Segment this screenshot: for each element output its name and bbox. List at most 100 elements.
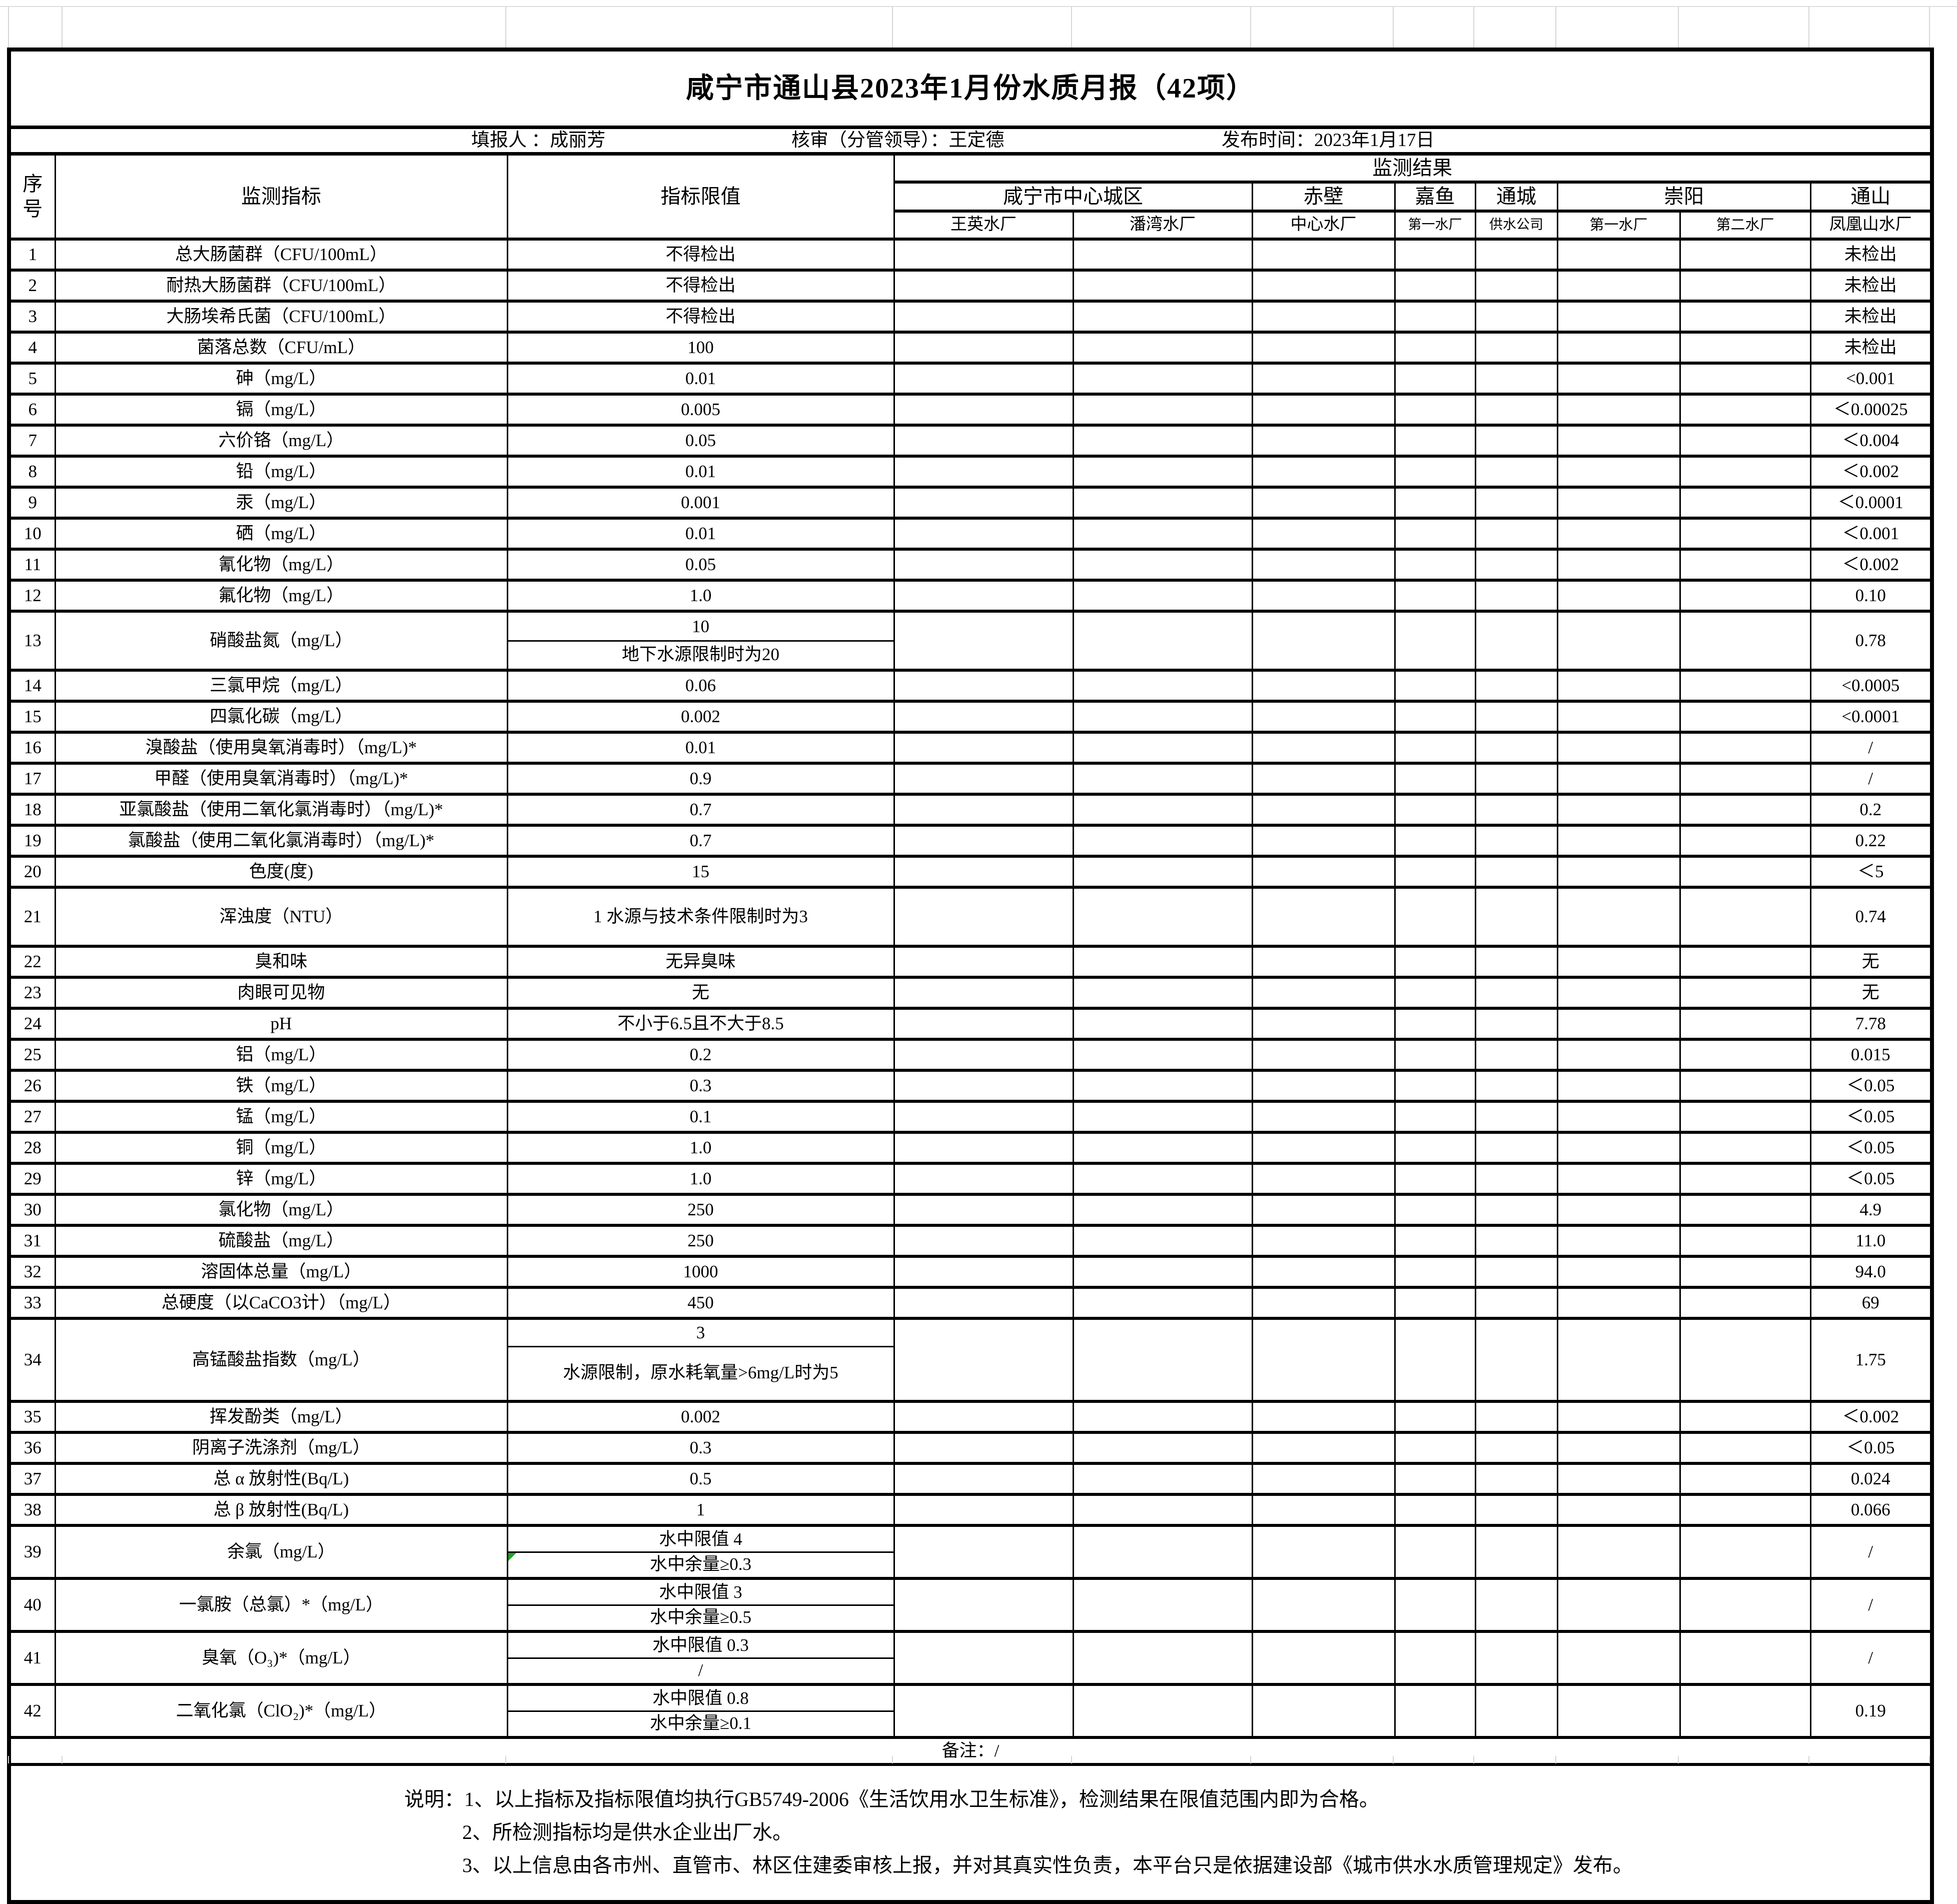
excel-gridlines-bottom: [0, 1756, 1957, 1763]
result-cell-empty: [1679, 1069, 1811, 1103]
result-cell-empty: [1474, 300, 1558, 334]
result-cell-empty: [1251, 331, 1396, 365]
indicator-name: 硫酸盐（mg/L）: [54, 1224, 508, 1258]
result-cell-empty: [1394, 455, 1476, 489]
result-cell-empty: [1556, 1038, 1681, 1072]
limit-cell: 0.7: [506, 824, 895, 858]
row-number: 6: [8, 393, 56, 427]
indicator-name: 锰（mg/L）: [54, 1100, 508, 1134]
result-cell-empty: [1072, 700, 1253, 734]
result-cell-empty: [893, 1193, 1074, 1227]
result-cell-empty: [1072, 1630, 1253, 1686]
result-cell-empty: [1474, 1493, 1558, 1527]
row-number: 14: [8, 669, 56, 703]
gridline-tick: [1473, 7, 1474, 48]
gridline-tick: [1555, 1756, 1556, 1763]
table-row: 19 氯酸盐（使用二氧化氯消毒时）（mg/L)* 0.7 0.22: [8, 824, 1933, 858]
result-cell-empty: [1474, 945, 1558, 979]
limit-cell: 0.2: [506, 1038, 895, 1072]
result-cell-empty: [1556, 1100, 1681, 1134]
indicator-name: 臭和味: [54, 945, 508, 979]
result-cell-fenghuangshan: /: [1809, 731, 1933, 765]
result-cell-empty: [893, 1255, 1074, 1289]
result-cell-empty: [1072, 1069, 1253, 1103]
result-cell-empty: [1474, 1193, 1558, 1227]
limit-cell: 100: [506, 331, 895, 365]
result-cell-empty: [1474, 1524, 1558, 1580]
gridline-tick: [1678, 1756, 1679, 1763]
indicator-name: 镉（mg/L）: [54, 393, 508, 427]
result-cell-empty: [1072, 579, 1253, 613]
result-cell-fenghuangshan: /: [1809, 762, 1933, 796]
result-cell-empty: [1556, 1317, 1681, 1403]
result-cell-fenghuangshan: <0.0005: [1809, 669, 1933, 703]
result-cell-empty: [1394, 331, 1476, 365]
result-cell-empty: [1394, 1131, 1476, 1165]
result-cell-empty: [893, 486, 1074, 520]
row-number: 33: [8, 1286, 56, 1320]
row-number: 4: [8, 331, 56, 365]
row-number: 28: [8, 1131, 56, 1165]
result-cell-empty: [1474, 1462, 1558, 1496]
result-cell-empty: [1556, 669, 1681, 703]
indicator-name: 四氯化碳（mg/L）: [54, 700, 508, 734]
result-cell-empty: [1251, 1255, 1396, 1289]
result-cell-empty: [1556, 1255, 1681, 1289]
result-cell-fenghuangshan: ＜0.002: [1809, 455, 1933, 489]
indicator-name: 总 β 放射性(Bq/L): [54, 1493, 508, 1527]
result-cell-empty: [1679, 1577, 1811, 1633]
result-cell-empty: [1679, 1162, 1811, 1196]
result-cell-fenghuangshan: ＜0.05: [1809, 1069, 1933, 1103]
result-cell-empty: [893, 669, 1074, 703]
table-row: 3 大肠埃希氏菌（CFU/100mL） 不得检出 未检出: [8, 300, 1933, 334]
result-cell-fenghuangshan: 1.75: [1809, 1317, 1933, 1403]
result-cell-empty: [1394, 1400, 1476, 1434]
indicator-name: 砷（mg/L）: [54, 362, 508, 396]
indicator-name: 氰化物（mg/L）: [54, 548, 508, 582]
result-cell-empty: [1251, 855, 1396, 889]
result-cell-fenghuangshan: ＜0.0001: [1809, 486, 1933, 520]
result-cell-fenghuangshan: ＜0.002: [1809, 548, 1933, 582]
result-cell-empty: [1072, 1224, 1253, 1258]
result-cell-empty: [893, 1400, 1074, 1434]
result-cell-empty: [1679, 1131, 1811, 1165]
indicator-name: 铅（mg/L）: [54, 455, 508, 489]
limit-cell: 0.9: [506, 762, 895, 796]
result-cell-empty: [1394, 238, 1476, 272]
result-cell-empty: [1556, 486, 1681, 520]
limit-cell: 0.5: [506, 1462, 895, 1496]
table-row: 38 总 β 放射性(Bq/L) 1 0.066: [8, 1493, 1933, 1527]
result-cell-empty: [1072, 393, 1253, 427]
result-cell-empty: [1679, 886, 1811, 948]
gridline-tick: [1808, 1756, 1809, 1763]
result-cell-empty: [1679, 331, 1811, 365]
remark-cell: 备注：/: [9, 1736, 1932, 1766]
plant-header-fenghuangshan: 凤凰山水厂: [1809, 210, 1933, 241]
result-cell-empty: [1251, 1038, 1396, 1072]
indicator-name: 挥发酚类（mg/L）: [54, 1400, 508, 1434]
result-cell-empty: [1679, 1007, 1811, 1041]
title-row: 咸宁市通山县2023年1月份水质月报（42项）: [9, 50, 1932, 129]
result-cell-empty: [1072, 610, 1253, 672]
indicator-name: 氟化物（mg/L）: [54, 579, 508, 613]
gridline-tick: [1393, 7, 1394, 48]
result-cell-fenghuangshan: ＜0.05: [1809, 1162, 1933, 1196]
result-cell-empty: [1072, 1193, 1253, 1227]
result-cell-empty: [1251, 731, 1396, 765]
header-row-plants: 王英水厂 潘湾水厂 中心水厂 第一水厂 供水公司 第一水厂 第二水厂 凤凰山水厂: [9, 210, 1933, 241]
result-cell-empty: [1474, 700, 1558, 734]
result-cell-fenghuangshan: ＜0.05: [1809, 1431, 1933, 1465]
plant-header-wangying: 王英水厂: [893, 210, 1074, 241]
limit-cell: 0.01: [506, 455, 895, 489]
row-number: 5: [8, 362, 56, 396]
result-cell-empty: [1394, 731, 1476, 765]
indicator-name: 一氯胺（总氯）*（mg/L）: [54, 1577, 508, 1633]
indicator-name: 阴离子洗涤剂（mg/L）: [54, 1431, 508, 1465]
table-row: 40 一氯胺（总氯）*（mg/L） 水中限值 3 水中余量≥0.5/: [8, 1577, 1933, 1633]
result-cell-fenghuangshan: 0.024: [1809, 1462, 1933, 1496]
plant-header-gongshui: 供水公司: [1474, 210, 1558, 241]
result-cell-empty: [1072, 1100, 1253, 1134]
table-row: 25 铝（mg/L） 0.2 0.015: [8, 1038, 1933, 1072]
indicator-name: 溶固体总量（mg/L）: [54, 1255, 508, 1289]
result-cell-empty: [1394, 700, 1476, 734]
